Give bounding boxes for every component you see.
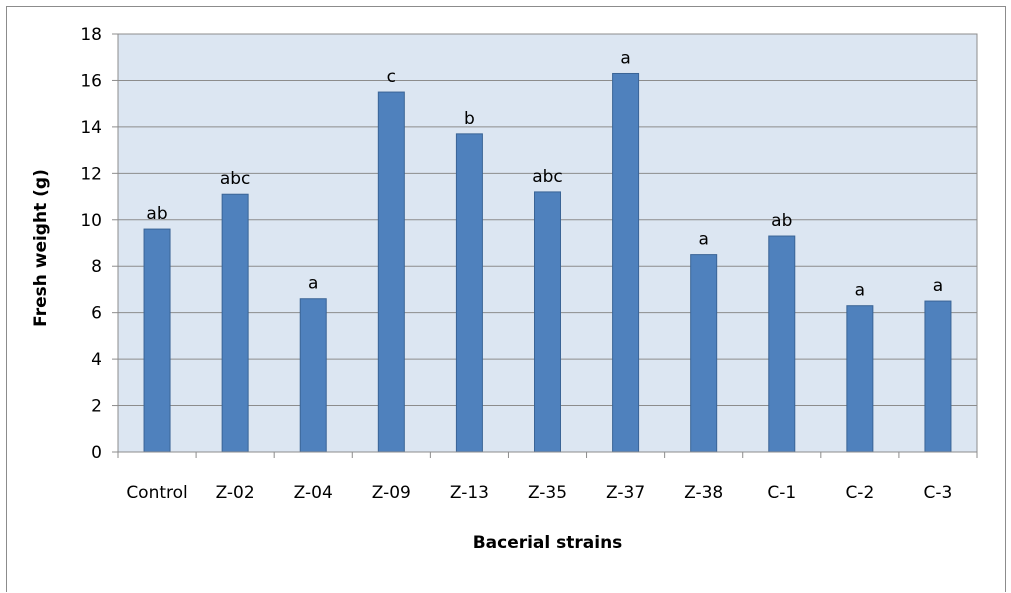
x-tick-label: Z-09: [372, 483, 411, 503]
bar: [455, 133, 483, 453]
data-label: a: [855, 281, 865, 301]
y-axis-title: Fresh weight (g): [31, 169, 51, 327]
bar: [768, 235, 796, 453]
bar: [221, 193, 249, 453]
data-label: abc: [220, 169, 251, 189]
y-tick-label: 10: [80, 211, 102, 231]
data-label: c: [387, 67, 396, 87]
y-tick-label: 4: [91, 350, 102, 370]
x-tick-label: Z-13: [450, 483, 489, 503]
x-tick-label: Control: [126, 483, 187, 503]
bar: [377, 91, 405, 453]
y-tick-label: 12: [80, 164, 102, 184]
y-tick-label: 18: [80, 25, 102, 45]
x-tick-label: C-1: [767, 483, 796, 503]
y-tick-label: 16: [80, 71, 102, 91]
x-tick-label: C-2: [845, 483, 874, 503]
bar: [534, 191, 561, 453]
y-tick-label: 2: [91, 397, 102, 417]
x-tick-label: Z-35: [528, 483, 567, 503]
y-tick-label: 0: [91, 443, 102, 463]
bar: [690, 254, 718, 453]
data-label: a: [308, 274, 318, 294]
bar: [846, 305, 874, 453]
data-label: a: [698, 230, 708, 250]
data-label: ab: [771, 211, 792, 231]
x-axis-ticks: Control Z-02 Z-04 Z-09 Z-13 Z-35 Z-37 Z-38 C-1 C-…: [117, 451, 978, 503]
x-tick-label: Z-38: [684, 483, 723, 503]
x-axis-title: Bacerial strains: [473, 533, 623, 553]
bar: [299, 298, 327, 453]
data-label: abc: [532, 167, 563, 187]
x-tick-label: Z-02: [216, 483, 255, 503]
bar: [143, 228, 171, 453]
y-axis-ticks: 0 2 4 6 8 10 12 14 16 18: [80, 25, 119, 463]
y-tick-label: 6: [91, 304, 102, 324]
data-label: a: [933, 276, 943, 296]
data-label: ab: [146, 204, 167, 224]
x-tick-label: C-3: [924, 483, 953, 503]
data-label: b: [464, 109, 475, 129]
bars: [143, 72, 952, 453]
bar: [924, 300, 952, 453]
data-labels: ab abc a c b abc a a ab a a: [146, 48, 943, 300]
y-tick-label: 8: [91, 257, 102, 277]
x-tick-label: Z-37: [606, 483, 645, 503]
y-tick-label: 14: [80, 118, 102, 138]
data-label: a: [620, 48, 630, 68]
bar: [612, 72, 640, 453]
x-tick-label: Z-04: [294, 483, 333, 503]
